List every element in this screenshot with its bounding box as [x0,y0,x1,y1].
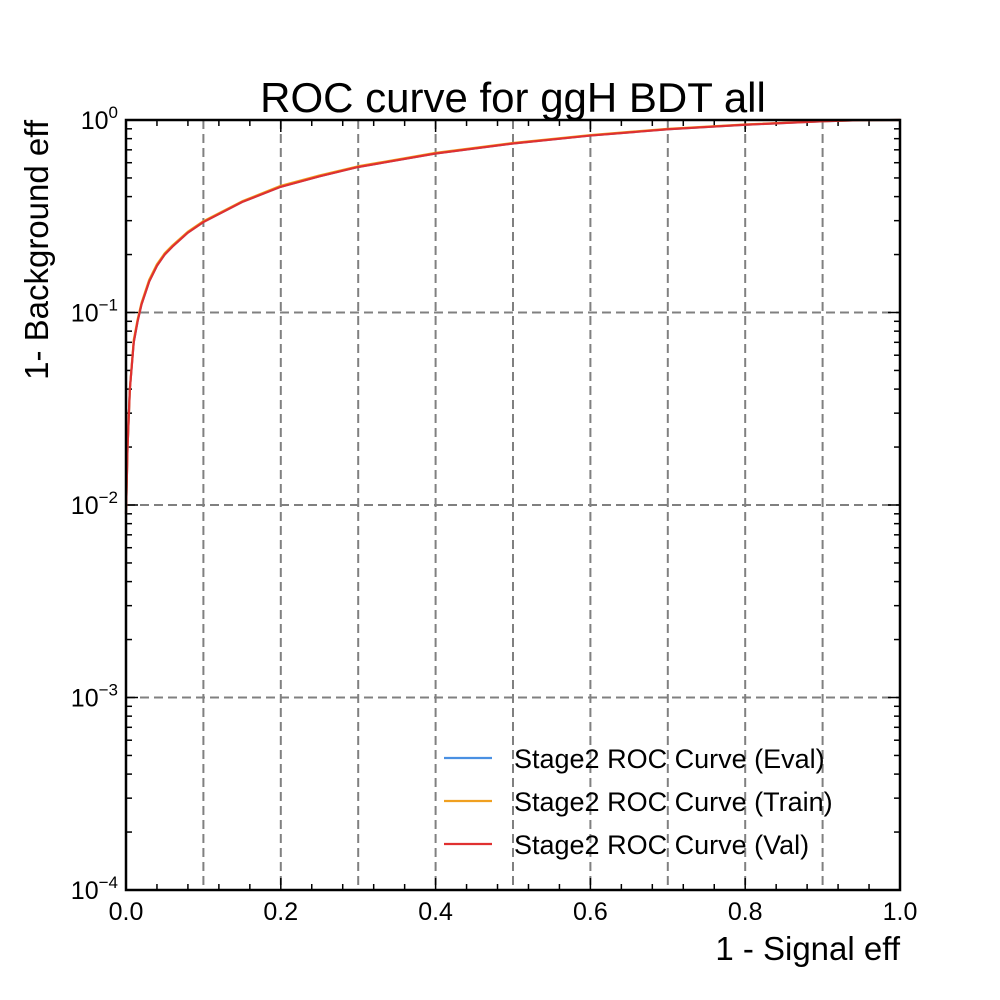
legend: Stage2 ROC Curve (Eval) Stage2 ROC Curve … [444,744,833,860]
y-tick-label: 10−2 [71,488,118,520]
x-tick-label: 0.6 [573,898,608,926]
x-tick-label: 0.2 [263,898,298,926]
chart-title: ROC curve for ggH BDT all [260,74,766,121]
legend-label: Stage2 ROC Curve (Train) [514,787,833,817]
series-layer [124,118,901,514]
x-axis-label: 1 - Signal eff [715,930,901,967]
y-tick-label: 100 [81,103,118,135]
x-tick-label: 0.0 [109,898,144,926]
y-axis-label: 1- Background eff [18,119,55,380]
x-tick-label: 0.8 [728,898,763,926]
grid-lines [126,120,900,890]
y-tick-label: 10−3 [71,681,118,713]
x-tick-label: 0.4 [418,898,453,926]
y-tick-label: 10−4 [71,873,118,905]
legend-label: Stage2 ROC Curve (Eval) [514,744,825,774]
x-tick-label: 1.0 [883,898,918,926]
y-tick-labels: 100 10−1 10−2 10−3 10−4 [71,103,118,905]
x-tick-labels: 0.0 0.2 0.4 0.6 0.8 1.0 [109,898,918,926]
plot-frame [124,118,902,892]
series-line-2 [124,118,901,514]
legend-label: Stage2 ROC Curve (Val) [514,830,809,860]
y-tick-label: 10−1 [71,296,118,328]
